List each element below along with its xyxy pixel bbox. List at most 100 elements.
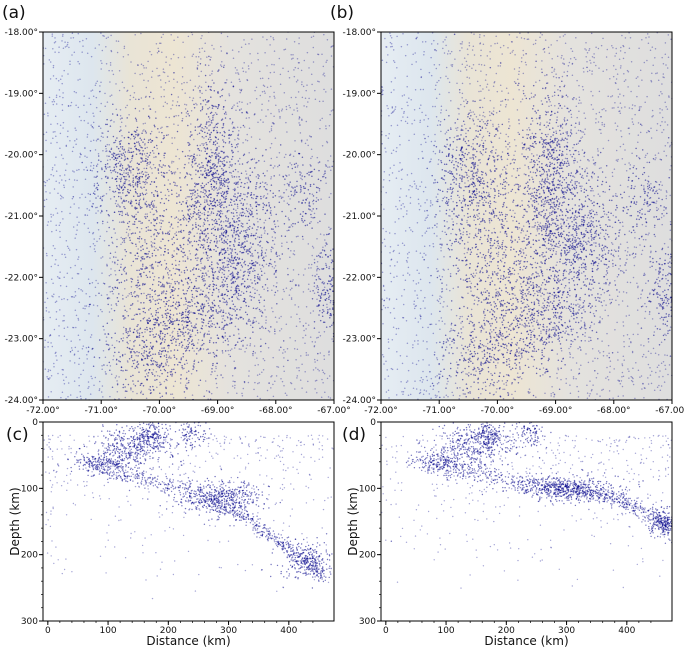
event-point (252, 307, 255, 310)
event-point (107, 176, 109, 178)
event-point (149, 132, 152, 135)
event-point (43, 199, 46, 202)
event-point (236, 308, 238, 311)
event-point (155, 333, 158, 335)
event-point (245, 209, 248, 212)
event-point (121, 202, 123, 204)
event-point (272, 122, 275, 124)
event-point (140, 246, 142, 248)
event-point (223, 135, 226, 138)
event-point (250, 205, 252, 208)
event-point (100, 81, 102, 83)
event-point (194, 182, 196, 184)
event-point (159, 215, 162, 217)
event-point (295, 81, 298, 83)
event-point (315, 279, 318, 281)
event-point (149, 50, 151, 53)
event-point (197, 257, 199, 259)
event-point (139, 313, 141, 315)
event-point (203, 213, 206, 216)
event-point (190, 298, 193, 301)
event-point (150, 222, 152, 224)
event-point (106, 263, 108, 266)
event-point (236, 207, 239, 209)
event-point (191, 161, 194, 164)
event-point (98, 357, 101, 359)
event-point (285, 108, 288, 111)
event-point (95, 165, 98, 167)
event-point (140, 275, 142, 278)
event-point (253, 114, 256, 116)
event-point (317, 288, 320, 291)
event-point (257, 177, 260, 179)
event-point (231, 123, 233, 125)
event-point (143, 271, 145, 274)
event-point (210, 185, 213, 188)
event-point (267, 289, 269, 292)
event-point (149, 330, 151, 333)
event-point (52, 98, 55, 101)
event-point (263, 221, 265, 224)
event-point (234, 248, 236, 251)
event-point (201, 107, 204, 110)
event-point (297, 91, 300, 93)
event-point (84, 155, 86, 157)
event-point (183, 335, 185, 337)
event-point (187, 328, 189, 331)
event-point (204, 219, 206, 222)
event-point (117, 195, 120, 198)
event-point (187, 346, 190, 348)
event-point (266, 38, 268, 41)
event-point (49, 316, 51, 319)
event-point (196, 295, 198, 298)
event-point (207, 138, 210, 141)
event-point (179, 218, 182, 221)
event-point (132, 362, 135, 365)
event-point (212, 283, 215, 285)
event-point (149, 334, 151, 336)
event-point (184, 163, 186, 166)
event-point (175, 338, 177, 341)
event-point (153, 327, 156, 329)
event-point (291, 225, 294, 228)
event-point (178, 260, 181, 263)
event-point (217, 276, 219, 278)
event-point (269, 44, 271, 46)
event-point (159, 228, 162, 230)
event-point (232, 85, 235, 87)
event-point (45, 281, 47, 284)
event-point (217, 138, 220, 141)
event-point (129, 327, 131, 329)
event-point (290, 190, 292, 193)
event-point (265, 197, 267, 199)
event-point (273, 50, 276, 52)
event-point (215, 309, 217, 311)
event-point (73, 179, 76, 181)
event-point (195, 184, 197, 186)
event-point (310, 267, 312, 269)
event-point (163, 341, 166, 343)
event-point (236, 341, 239, 343)
event-point (176, 253, 178, 255)
event-point (311, 274, 314, 277)
event-point (179, 172, 181, 174)
event-point (90, 124, 92, 126)
event-point (233, 367, 236, 370)
event-point (127, 383, 130, 386)
event-point (168, 169, 171, 172)
event-point (260, 195, 262, 198)
event-point (121, 146, 124, 148)
event-point (264, 182, 266, 184)
event-point (323, 234, 325, 236)
event-point (64, 253, 66, 256)
event-point (226, 79, 228, 81)
event-point (263, 226, 266, 229)
event-point (165, 134, 168, 136)
event-point (302, 274, 305, 276)
event-point (205, 300, 208, 302)
event-point (274, 261, 276, 263)
event-point (197, 200, 199, 202)
event-point (293, 250, 295, 252)
event-point (79, 391, 81, 393)
event-point (318, 80, 320, 83)
